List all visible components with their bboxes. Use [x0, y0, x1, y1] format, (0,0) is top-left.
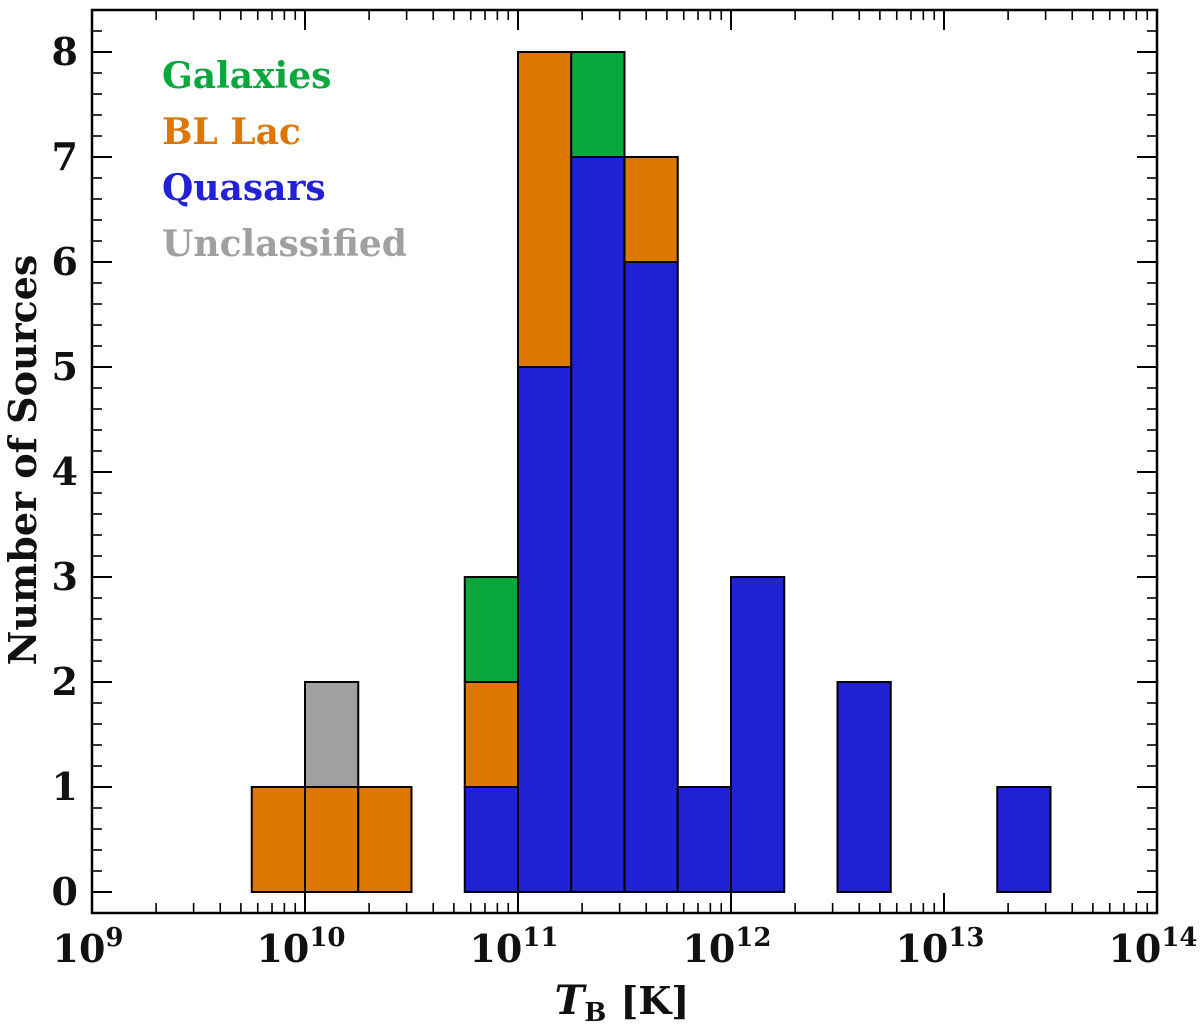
x-tick-label: 1010	[256, 923, 345, 971]
bar-quasars-10	[996, 786, 1052, 893]
y-tick-label: 8	[52, 29, 78, 74]
x-tick-label: 1012	[682, 923, 771, 971]
x-axis-unit: [K]	[620, 978, 689, 1023]
y-tick-label: 3	[52, 554, 78, 599]
ticks-group	[91, 10, 1158, 913]
x-tick-base: 10	[895, 926, 948, 971]
bar-quasars-5	[570, 156, 626, 893]
y-tick-label: 6	[52, 239, 78, 284]
x-tick-labels: 109 1010 1011 1012 1013 1014	[53, 923, 1198, 971]
x-tick-label: 1011	[469, 923, 558, 971]
bar-bl-lac-2	[357, 786, 413, 893]
y-tick-label: 7	[52, 134, 78, 179]
legend-entry-quasars: Quasars	[162, 167, 326, 209]
x-axis-title: TB [K]	[555, 977, 690, 1027]
bar-bl-lac-6	[623, 156, 679, 263]
x-tick-exponent: 11	[522, 923, 558, 953]
legend-entry-bl-lac: BL Lac	[162, 111, 301, 153]
bar-bl-lac-0	[250, 786, 306, 893]
x-tick-base: 10	[682, 926, 735, 971]
x-tick-base: 10	[53, 926, 106, 971]
bar-quasars-3	[463, 786, 519, 893]
bar-quasars-7	[676, 786, 732, 893]
y-axis-title: Number of Sources	[0, 255, 45, 666]
x-tick-exponent: 13	[948, 923, 984, 953]
legend-entry-unclassified: Unclassified	[162, 223, 407, 265]
y-tick-label: 2	[52, 659, 78, 704]
x-tick-exponent: 14	[1161, 923, 1197, 953]
x-tick-exponent: 10	[309, 923, 345, 953]
x-tick-exponent: 12	[735, 923, 771, 953]
x-tick-base: 10	[256, 926, 309, 971]
bar-quasars-9	[836, 681, 892, 893]
legend-entry-galaxies: Galaxies	[162, 55, 331, 97]
legend: Galaxies BL Lac Quasars Unclassified	[162, 55, 407, 265]
bar-bl-lac-1	[304, 786, 360, 893]
y-tick-label: 1	[52, 764, 78, 809]
bars-group	[250, 51, 1052, 893]
bar-quasars-4	[517, 366, 573, 893]
bar-unclassified-1	[304, 681, 360, 788]
x-tick-label: 1014	[1108, 923, 1197, 971]
x-axis-symbol: T	[555, 977, 588, 1024]
bar-galaxies-3	[463, 576, 519, 683]
y-tick-label: 5	[52, 344, 78, 389]
x-tick-base: 10	[1108, 926, 1161, 971]
x-tick-label: 109	[53, 923, 124, 971]
x-axis-subscript: B	[584, 998, 606, 1027]
x-tick-label: 1013	[895, 923, 984, 971]
bar-quasars-6	[623, 261, 679, 893]
x-tick-base: 10	[469, 926, 522, 971]
plot-frame	[90, 8, 1159, 915]
bar-bl-lac-4	[517, 51, 573, 368]
y-tick-label: 4	[52, 449, 78, 494]
x-tick-exponent: 9	[105, 923, 123, 953]
bar-quasars-8	[730, 576, 786, 893]
y-tick-labels: 0 1 2 3 4 5 6 7 8	[52, 29, 78, 914]
bar-galaxies-5	[570, 51, 626, 158]
bar-bl-lac-3	[463, 681, 519, 788]
y-tick-label: 0	[52, 869, 78, 914]
